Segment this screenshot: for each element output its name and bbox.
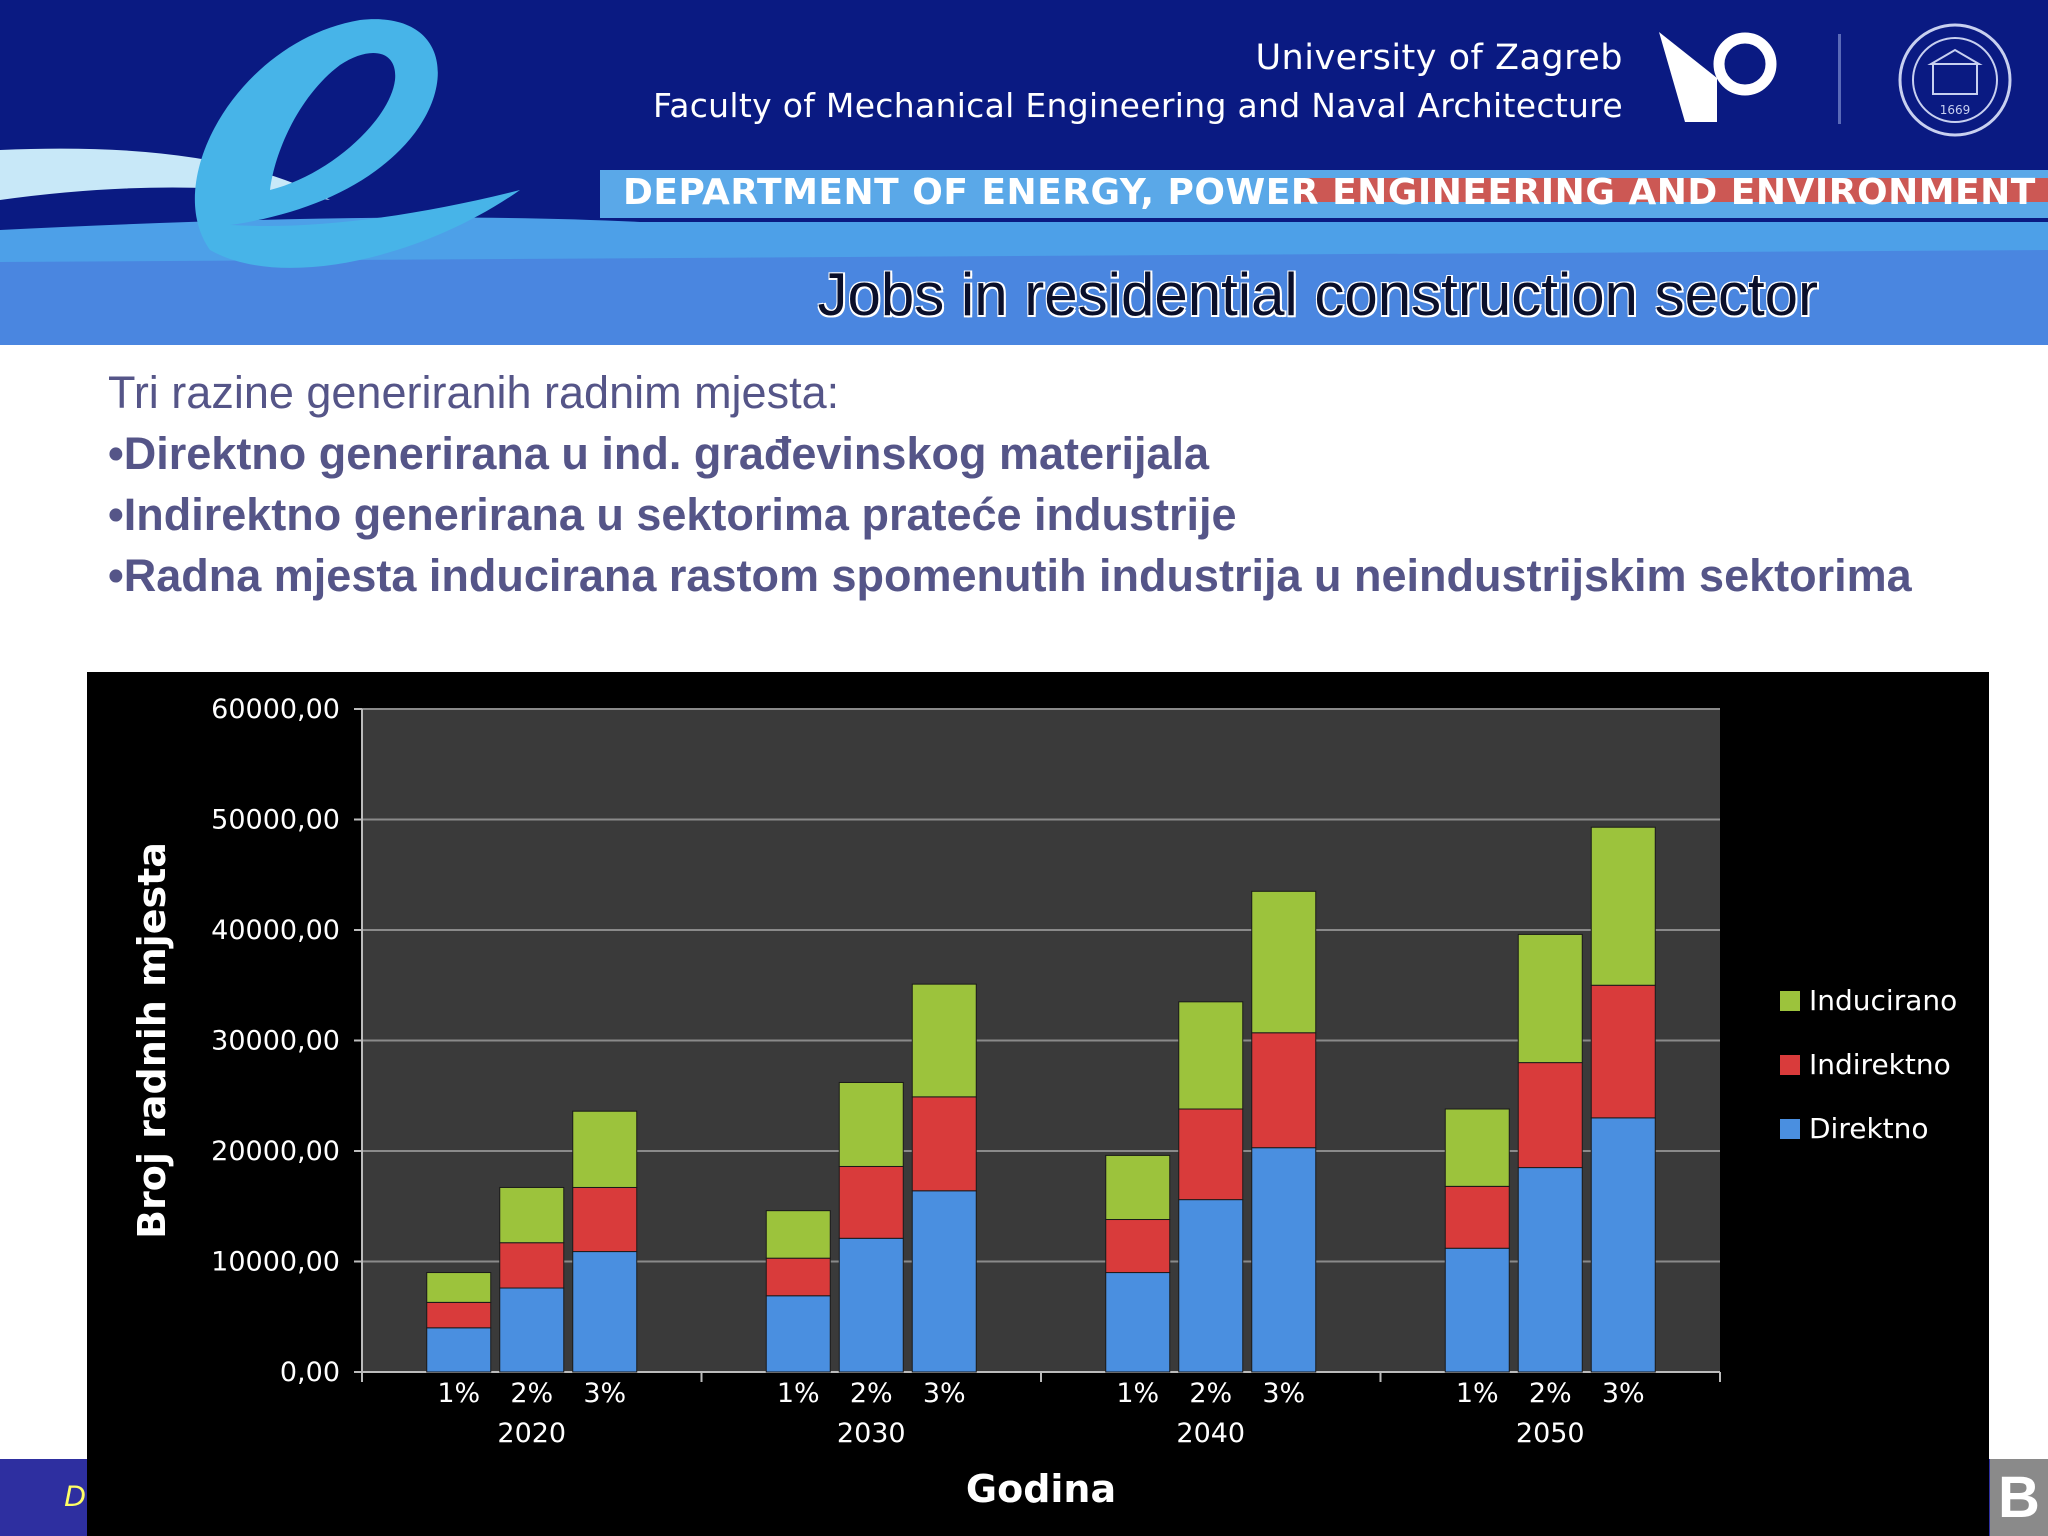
footer-text: D: [64, 1480, 86, 1513]
y-tick-label: 60000,00: [211, 694, 340, 725]
seal-year: 1669: [1940, 103, 1971, 117]
logo-divider: [1838, 34, 1841, 124]
intro-text: Tri razine generiranih radnim mjesta:: [108, 367, 840, 418]
legend-swatch-inducirano: [1780, 991, 1800, 1011]
footer-badge: B: [1990, 1459, 2048, 1536]
university-seal-icon: 1669: [1898, 23, 2012, 137]
y-tick-label: 30000,00: [211, 1026, 340, 1057]
y-tick-label: 0,00: [280, 1357, 340, 1388]
bar-inducirano-2040-2: [1178, 1001, 1244, 1110]
bar-direktno-2040-1: [1105, 1272, 1171, 1373]
bar-indirektno-2040-3: [1251, 1032, 1317, 1149]
subcategory-label: 1%: [1456, 1378, 1499, 1409]
bar-inducirano-2050-3: [1590, 826, 1656, 986]
legend-swatch-indirektno: [1780, 1055, 1800, 1075]
faculty-name: Faculty of Mechanical Engineering and Na…: [652, 86, 1623, 125]
subcategory-label: 3%: [1602, 1378, 1645, 1409]
e-logo-icon: [194, 19, 520, 268]
bar-direktno-2050-2: [1517, 1167, 1583, 1373]
bar-indirektno-2050-1: [1444, 1185, 1510, 1249]
bar-inducirano-2050-2: [1517, 933, 1583, 1064]
bar-inducirano-2040-1: [1105, 1154, 1171, 1221]
subcategory-label: 2%: [1189, 1378, 1232, 1409]
y-tick-label: 50000,00: [211, 805, 340, 836]
bar-inducirano-2050-1: [1444, 1108, 1510, 1187]
bar-indirektno-2030-2: [838, 1165, 904, 1239]
slide-header: University of Zagreb Faculty of Mechanic…: [0, 0, 2048, 345]
x-axis-title: Godina: [966, 1467, 1116, 1511]
subcategory-label: 1%: [1116, 1378, 1159, 1409]
bullet-inducirano: •Radna mjesta inducirana rastom spomenut…: [108, 550, 1912, 601]
bar-inducirano-2020-1: [426, 1272, 492, 1303]
y-axis-title: Broj radnih mjesta: [130, 842, 174, 1239]
subcategory-label: 2%: [510, 1378, 553, 1409]
bullet-list: Tri razine generiranih radnim mjesta: •D…: [108, 362, 1988, 606]
bullet-direktno: •Direktno generirana u ind. građevinskog…: [108, 428, 1210, 479]
bar-inducirano-2030-2: [838, 1081, 904, 1167]
y-tick-label: 40000,00: [211, 915, 340, 946]
subcategory-label: 1%: [437, 1378, 480, 1409]
stacked-bar-chart: 0,00 10000,00 20000,00 30000,00 40000,00 5000…: [87, 672, 1989, 1536]
bar-direktno-2020-2: [499, 1287, 565, 1373]
subcategory-label: 3%: [583, 1378, 626, 1409]
bar-direktno-2020-3: [572, 1251, 638, 1373]
y-tick-label: 20000,00: [211, 1136, 340, 1167]
bar-inducirano-2020-3: [572, 1110, 638, 1188]
bar-direktno-2030-3: [911, 1190, 977, 1373]
subcategory-label: 1%: [777, 1378, 820, 1409]
bar-indirektno-2020-2: [499, 1242, 565, 1289]
bar-direktno-2040-2: [1178, 1199, 1244, 1373]
bar-inducirano-2030-3: [911, 983, 977, 1098]
slide-title: Jobs in residential construction sector: [817, 261, 1819, 328]
bar-indirektno-2050-2: [1517, 1062, 1583, 1169]
legend-label-direktno: Direktno: [1809, 1112, 1929, 1145]
bar-inducirano-2030-1: [765, 1210, 831, 1259]
bar-direktno-2030-2: [838, 1237, 904, 1373]
chart-canvas: 0,00 10000,00 20000,00 30000,00 40000,00 5000…: [130, 694, 1957, 1511]
group-label: 2030: [837, 1418, 906, 1449]
bar-direktno-2050-3: [1590, 1117, 1656, 1373]
bar-inducirano-2020-2: [499, 1186, 565, 1244]
legend-label-inducirano: Inducirano: [1809, 984, 1957, 1017]
subcategory-label: 3%: [1262, 1378, 1305, 1409]
bar-indirektno-2040-1: [1105, 1219, 1171, 1274]
bar-indirektno-2050-3: [1590, 984, 1656, 1119]
legend-swatch-direktno: [1780, 1119, 1800, 1139]
bar-indirektno-2030-1: [765, 1257, 831, 1297]
subcategory-label: 3%: [923, 1378, 966, 1409]
subcategory-label: 2%: [850, 1378, 893, 1409]
bar-inducirano-2040-3: [1251, 890, 1317, 1034]
bar-indirektno-2020-1: [426, 1301, 492, 1329]
group-label: 2040: [1176, 1418, 1245, 1449]
group-label: 2050: [1516, 1418, 1585, 1449]
legend-label-indirektno: Indirektno: [1809, 1048, 1951, 1081]
y-tick-label: 10000,00: [211, 1247, 340, 1278]
bar-indirektno-2020-3: [572, 1186, 638, 1253]
bar-direktno-2040-3: [1251, 1147, 1317, 1373]
bar-direktno-2020-1: [426, 1327, 492, 1373]
bullet-indirektno: •Indirektno generirana u sektorima prate…: [108, 489, 1237, 540]
department-name: DEPARTMENT OF ENERGY, POWER ENGINEERING …: [623, 172, 2036, 213]
bar-direktno-2030-1: [765, 1295, 831, 1373]
bar-indirektno-2040-2: [1178, 1108, 1244, 1201]
bar-direktno-2050-1: [1444, 1247, 1510, 1373]
header-decoration: [0, 19, 2048, 345]
bar-indirektno-2030-3: [911, 1096, 977, 1192]
university-name: University of Zagreb: [1255, 38, 1623, 78]
faculty-logo-icon: [1659, 32, 1777, 122]
subcategory-label: 2%: [1529, 1378, 1572, 1409]
group-label: 2020: [497, 1418, 566, 1449]
